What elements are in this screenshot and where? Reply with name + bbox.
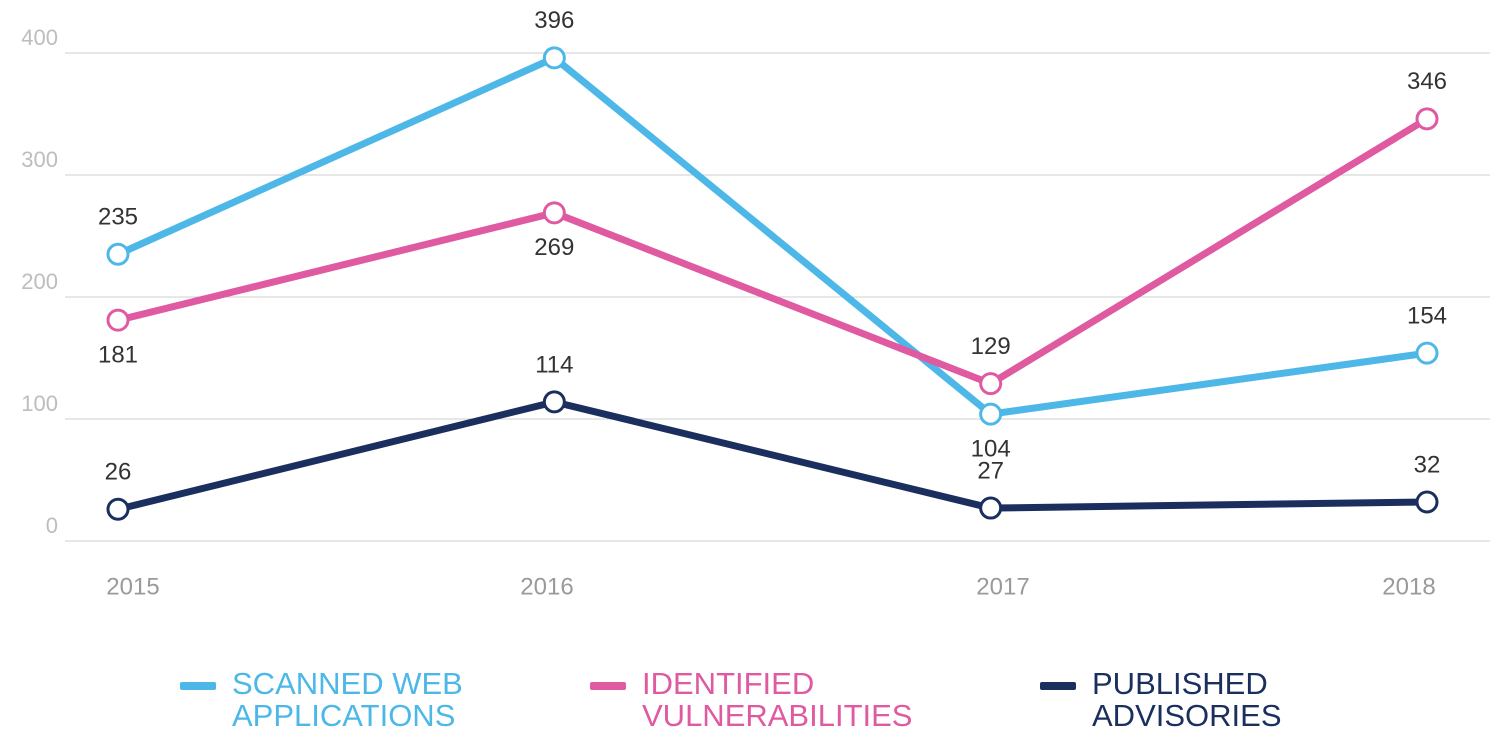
data-point — [106, 497, 130, 521]
x-tick-label: 2018 — [1382, 573, 1435, 600]
data-label: 154 — [1407, 302, 1447, 329]
data-point — [542, 46, 566, 70]
legend-swatch — [590, 682, 626, 690]
data-label: 181 — [98, 342, 138, 369]
legend-item: IDENTIFIED VULNERABILITIES — [590, 668, 952, 732]
legend-item: PUBLISHED ADVISORIES — [1040, 668, 1332, 732]
data-label: 235 — [98, 204, 138, 231]
data-label: 32 — [1414, 451, 1441, 478]
data-label: 27 — [977, 457, 1004, 484]
series-line — [117, 115, 1429, 388]
legend-label: SCANNED WEB APPLICATIONS — [232, 666, 463, 733]
chart: 0 100 200 300 400 2015 2016 2017 2018 235 396 104 15… — [21, 7, 1490, 600]
y-tick-label: 200 — [21, 269, 58, 294]
series-line — [117, 398, 1428, 513]
data-point — [106, 308, 130, 332]
data-label: 26 — [105, 459, 132, 486]
data-point — [1415, 107, 1439, 131]
data-point — [106, 242, 130, 266]
y-tick-label: 300 — [21, 147, 58, 172]
data-point — [979, 496, 1003, 520]
data-point — [979, 402, 1003, 426]
legend: SCANNED WEB APPLICATIONS IDENTIFIED VULNE… — [0, 668, 1500, 748]
data-label: 129 — [971, 333, 1011, 360]
legend-label: PUBLISHED ADVISORIES — [1092, 666, 1282, 733]
data-point — [1415, 341, 1439, 365]
x-tick-label: 2016 — [520, 573, 573, 600]
data-label: 269 — [534, 234, 574, 261]
data-point — [542, 201, 566, 225]
y-tick-label: 0 — [46, 513, 58, 538]
y-tick-label: 100 — [21, 391, 58, 416]
y-tick-label: 400 — [21, 25, 58, 50]
x-tick-label: 2017 — [976, 573, 1029, 600]
legend-swatch — [1040, 682, 1076, 690]
data-label: 104 — [971, 435, 1011, 462]
data-point — [979, 372, 1003, 396]
legend-label: IDENTIFIED VULNERABILITIES — [642, 666, 913, 733]
data-label: 114 — [535, 351, 573, 378]
data-label: 346 — [1407, 68, 1447, 95]
data-label: 396 — [534, 7, 574, 34]
legend-item: SCANNED WEB APPLICATIONS — [180, 668, 502, 732]
data-point — [542, 390, 566, 414]
series-line — [116, 53, 1428, 418]
legend-swatch — [180, 682, 216, 690]
x-tick-label: 2015 — [106, 573, 159, 600]
data-point — [1415, 490, 1439, 514]
